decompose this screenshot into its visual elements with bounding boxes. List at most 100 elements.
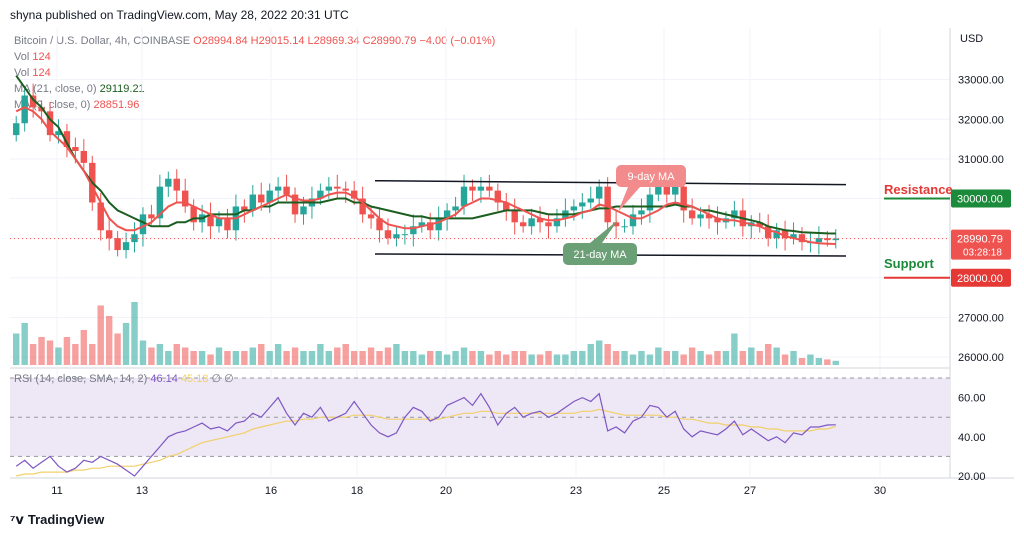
candle-body — [570, 206, 578, 211]
volume-bar — [807, 354, 814, 365]
volume-label: Vol — [14, 51, 30, 63]
volume-bar — [731, 333, 738, 365]
candle-body — [452, 206, 459, 211]
volume-bar — [72, 344, 79, 365]
volume-bar — [638, 351, 645, 365]
candle-body — [697, 214, 704, 219]
candle-body — [173, 178, 180, 191]
rsi-sma-line — [16, 408, 836, 477]
nine-day-ma-bubble — [616, 165, 686, 187]
volume-bar — [790, 351, 797, 365]
candle-body — [511, 210, 518, 223]
candle-body — [55, 131, 62, 136]
candle-body — [291, 194, 299, 215]
candle-body — [105, 230, 113, 239]
price-tick-label: 26000.00 — [958, 352, 1004, 364]
volume-bar — [401, 351, 409, 365]
volume-bar — [579, 351, 586, 365]
price-axis: USD26000.0027000.0028000.0029000.0030000… — [951, 33, 1011, 364]
symbol-row: Bitcoin / U.S. Dollar, 4h, COINBASE O289… — [14, 33, 495, 49]
candle-body — [384, 230, 392, 239]
time-tick-label: 30 — [874, 485, 886, 497]
rsi-pane: 20.00 40.00 60.00 — [10, 377, 986, 483]
volume-bar — [21, 323, 28, 365]
candle-body — [832, 238, 839, 241]
volume-value: 124 — [32, 67, 51, 79]
candle-body — [655, 186, 662, 195]
volume-bar — [722, 351, 730, 365]
volume-bar — [224, 351, 231, 365]
volume-bar — [798, 358, 806, 365]
candle-body — [443, 210, 451, 219]
volume-bar — [131, 302, 138, 365]
footer-brand: TradingView — [27, 512, 105, 527]
candle-body — [114, 238, 121, 251]
volume-bar — [427, 351, 434, 365]
candle-body — [638, 210, 645, 215]
volume-bar — [621, 351, 628, 365]
candle-body — [672, 186, 679, 195]
volume-bar — [148, 347, 155, 365]
support-label: Support — [884, 256, 934, 271]
current-price-tag-countdown: 03:28:18 — [963, 248, 1002, 259]
time-axis: 11 13 16 18 20 23 25 27 30 — [51, 485, 886, 497]
volume-bar — [249, 347, 257, 365]
current-price-tag: 28990.79 — [957, 234, 1003, 246]
candle-body — [156, 186, 164, 219]
candle-body — [410, 226, 417, 235]
volume-bar — [89, 344, 96, 365]
volume-bar — [198, 351, 206, 365]
rsi-band — [10, 378, 950, 457]
twentyone-day-ma-pointer — [590, 220, 618, 243]
volume-bar — [503, 354, 510, 365]
volume-bar — [156, 344, 164, 365]
candle-body — [688, 210, 696, 219]
volume-bar — [63, 337, 71, 365]
candle-body — [731, 210, 738, 219]
volume-bar — [165, 351, 172, 365]
candle-body — [773, 230, 780, 239]
candle-body — [165, 178, 172, 187]
price-tick-label: 31000.00 — [958, 154, 1004, 166]
volume-bar — [646, 354, 654, 365]
price-axis-unit: USD — [960, 33, 983, 45]
volume-bar — [55, 347, 62, 365]
volume-bar — [325, 351, 333, 365]
nine-day-ma-label: 9-day MA — [627, 171, 675, 183]
candle-body — [781, 230, 789, 239]
volume-bar — [452, 351, 459, 365]
rsi-tick-label: 40.00 — [958, 432, 986, 444]
volume-bar — [815, 358, 823, 365]
candle-body — [824, 238, 831, 241]
candle-body — [545, 222, 552, 227]
volume-bar — [672, 351, 679, 365]
volume-row-2: Vol 124 — [14, 65, 495, 81]
volume-bar — [241, 351, 248, 365]
volume-bar — [181, 347, 189, 365]
candle-body — [46, 111, 54, 136]
ma21-line — [15, 75, 836, 235]
volume-bar — [29, 344, 37, 365]
ma9-line — [15, 106, 836, 245]
candle-body — [418, 222, 425, 227]
volume-bar — [781, 354, 789, 365]
support-price-tag: 28000.00 — [957, 273, 1003, 285]
current-price-tag-bg — [951, 229, 1011, 260]
volume-bar — [469, 351, 476, 365]
volume-bar — [587, 344, 594, 365]
volume-bar — [739, 351, 747, 365]
candle-body — [469, 186, 476, 191]
rsi-tick-label: 60.00 — [958, 393, 986, 405]
time-tick-label: 13 — [136, 485, 148, 497]
tradingview-footer: ⁷𝘃 TradingView — [10, 512, 104, 528]
rsi-legend: RSI (14, close, SMA, 14, 2) 46.14 45.18 … — [14, 372, 234, 385]
volume-bar — [832, 360, 839, 365]
candle-body — [435, 218, 442, 231]
volume-bar — [393, 344, 400, 365]
candle-body — [21, 95, 28, 124]
rsi-value: 46.14 — [150, 373, 178, 385]
volume-bar — [511, 351, 518, 365]
rsi-label: RSI (14, close, SMA, 14, 2) — [14, 373, 148, 385]
volume-bar — [773, 347, 780, 365]
